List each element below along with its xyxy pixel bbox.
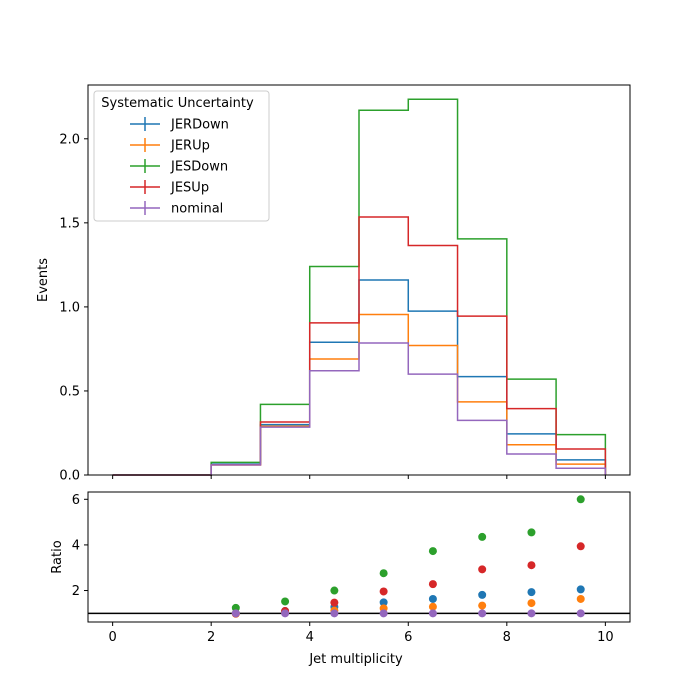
ratio-point-JERUp (478, 601, 487, 610)
ratio-point-JESUp (576, 542, 585, 551)
ratio-point-JESDown (379, 569, 388, 578)
histogram-series-JERDown (112, 279, 607, 476)
ratio-point-JESDown (281, 597, 290, 606)
ytick-label-top: 0.5 (59, 384, 80, 399)
ratio-point-JESDown (478, 532, 487, 541)
ratio-point-nominal (428, 609, 437, 618)
ratio-point-JESDown (527, 528, 536, 537)
ratio-point-JERDown (576, 585, 585, 594)
legend-label-JESUp: JESUp (170, 181, 209, 196)
histogram-series-nominal (112, 342, 607, 476)
legend-label-JERUp: JERUp (170, 139, 210, 154)
ytick-label-top: 0.0 (59, 469, 80, 484)
ytick-label-top: 2.0 (59, 132, 80, 147)
ratio-point-JERDown (428, 594, 437, 603)
ratio-point-nominal (330, 609, 339, 618)
ytick-label-top: 1.0 (59, 300, 80, 315)
ytick-label-bottom: 2 (72, 584, 80, 599)
xtick-label: 2 (207, 630, 215, 645)
ratio-point-JERDown (379, 598, 388, 607)
xtick-label: 0 (108, 630, 116, 645)
ratio-point-JESDown (428, 547, 437, 556)
ratio-point-JESUp (478, 565, 487, 574)
ratio-point-nominal (527, 609, 536, 618)
xtick-label: 6 (404, 630, 412, 645)
legend-label-JERDown: JERDown (170, 118, 229, 133)
xtick-label: 10 (597, 630, 614, 645)
histogram-series-JESDown (112, 98, 607, 476)
ylabel-top: Events (36, 258, 51, 302)
ratio-point-JERUp (428, 602, 437, 611)
legend-title: Systematic Uncertainty (101, 96, 254, 111)
axes-frame-bottom (87, 491, 631, 623)
xlabel: Jet multiplicity (308, 652, 403, 667)
ratio-panel: 2 4 6 0 2 4 6 8 10 Ratio Jet multiplicity (50, 491, 631, 667)
ratio-point-nominal (576, 609, 585, 618)
ratio-point-JESUp (428, 580, 437, 589)
xtick-label: 8 (503, 630, 511, 645)
ylabel-bottom: Ratio (50, 540, 65, 573)
ratio-point-JESUp (379, 587, 388, 596)
axes-frame-top (87, 84, 631, 476)
ratio-point-JERDown (527, 588, 536, 597)
xtick-label: 4 (306, 630, 314, 645)
ratio-point-JESDown (330, 586, 339, 595)
ratio-point-JESDown (231, 603, 240, 612)
ratio-point-JERUp (576, 594, 585, 603)
ratio-point-JESDown (576, 495, 585, 504)
ratio-point-JESUp (330, 598, 339, 607)
ratio-point-JERDown (478, 590, 487, 599)
ratio-point-nominal (379, 609, 388, 618)
ytick-label-bottom: 6 (72, 493, 80, 508)
ratio-point-nominal (478, 609, 487, 618)
ratio-point-nominal (281, 609, 290, 618)
ratio-point-JESUp (527, 561, 536, 570)
ytick-label-top: 1.5 (59, 216, 80, 231)
ytick-label-bottom: 4 (72, 538, 80, 553)
legend-label-JESDown: JESDown (170, 160, 228, 175)
legend: Systematic Uncertainty JERDown JERUp JESDow… (93, 90, 270, 222)
ratio-point-nominal (231, 609, 240, 618)
ratio-point-JERUp (527, 599, 536, 608)
plot-area-bottom (88, 492, 630, 622)
legend-label-nominal: nominal (171, 202, 223, 217)
